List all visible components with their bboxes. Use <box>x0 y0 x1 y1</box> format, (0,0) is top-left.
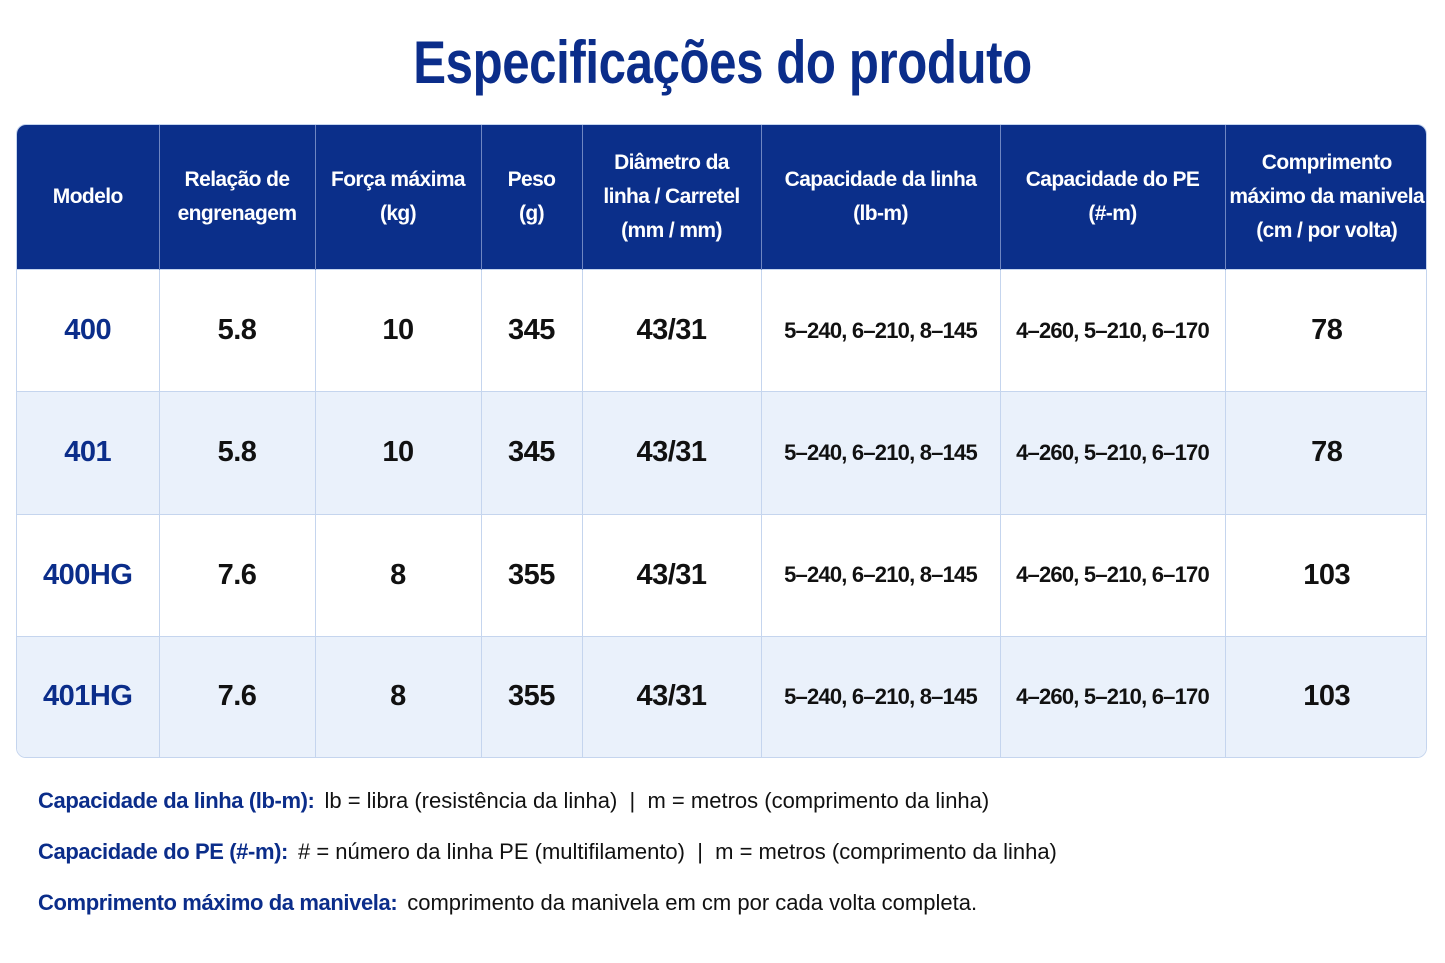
spec-cell: 78 <box>1224 391 1426 515</box>
page-title: Especificações do produto <box>413 29 1032 96</box>
spec-cell: 10 <box>314 391 481 515</box>
spec-cell: 5.8 <box>158 391 315 515</box>
spec-cell: 43/31 <box>581 268 761 392</box>
table-row: 400HG 7.6 8 355 43/31 5–240, 6–210, 8–145 4–26… <box>17 513 1426 637</box>
spec-table-container: Modelo Relação de engrenagem Força máxima (k… <box>16 124 1427 758</box>
note-text: comprimento da manivela em cm por cada v… <box>407 890 978 915</box>
model-cell: 400 <box>17 268 159 392</box>
header-line: Capacidade do PE <box>1025 168 1200 191</box>
spec-cell: 4–260, 5–210, 6–170 <box>999 635 1225 757</box>
spec-cell: 4–260, 5–210, 6–170 <box>999 513 1225 637</box>
spec-cell: 103 <box>1224 513 1426 637</box>
spec-cell: 43/31 <box>581 391 761 515</box>
spec-cell: 43/31 <box>581 513 761 637</box>
header-line: (mm / mm) <box>621 219 722 242</box>
table-row: 401 5.8 10 345 43/31 5–240, 6–210, 8–145 4–260… <box>17 391 1426 515</box>
header-line: (g) <box>518 202 545 225</box>
header-row: Modelo Relação de engrenagem Força máxima (k… <box>17 125 1426 270</box>
spec-cell: 8 <box>314 635 481 757</box>
header-line: linha / Carretel <box>603 185 740 208</box>
spec-cell: 7.6 <box>158 513 315 637</box>
notes: Capacidade da linha (lb-m): lb = libra (r… <box>38 788 1057 941</box>
column-header: Peso (g) <box>480 125 582 270</box>
model-cell: 401HG <box>17 635 159 757</box>
spec-cell: 345 <box>480 391 582 515</box>
note-text: # = número da linha PE (multifilamento) … <box>297 839 1057 864</box>
spec-cell: 345 <box>480 268 582 392</box>
column-header: Relação de engrenagem <box>158 125 315 270</box>
header-line: engrenagem <box>177 202 297 225</box>
header-line: (kg) <box>379 202 417 225</box>
column-header: Comprimento máximo da manivela (cm / por v… <box>1224 125 1426 270</box>
column-header: Diâmetro da linha / Carretel (mm / mm) <box>581 125 761 270</box>
header-line: Modelo <box>52 185 123 208</box>
table-row: 400 5.8 10 345 43/31 5–240, 6–210, 8–145 4–260… <box>17 268 1426 392</box>
spec-cell: 8 <box>314 513 481 637</box>
header-line: (#-m) <box>1088 202 1137 225</box>
spec-cell: 5–240, 6–210, 8–145 <box>760 268 1000 392</box>
note-label: Capacidade do PE (#-m): <box>38 839 288 864</box>
spec-cell: 4–260, 5–210, 6–170 <box>999 391 1225 515</box>
note: Comprimento máximo da manivela: comprimen… <box>38 890 1057 941</box>
spec-cell: 10 <box>314 268 481 392</box>
spec-cell: 355 <box>480 635 582 757</box>
spec-cell: 78 <box>1224 268 1426 392</box>
spec-cell: 5–240, 6–210, 8–145 <box>760 391 1000 515</box>
note-text: lb = libra (resistência da linha) | m = … <box>324 788 990 813</box>
spec-cell: 5–240, 6–210, 8–145 <box>760 513 1000 637</box>
spec-cell: 355 <box>480 513 582 637</box>
header-line: Relação de <box>184 168 290 191</box>
spec-table: Modelo Relação de engrenagem Força máxima (k… <box>17 125 1426 757</box>
column-header: Modelo <box>17 125 159 270</box>
column-header: Capacidade da linha (lb-m) <box>760 125 1000 270</box>
note-label: Comprimento máximo da manivela: <box>38 890 398 915</box>
header-line: Peso <box>507 168 556 191</box>
header-line: Diâmetro da <box>614 151 729 174</box>
spec-cell: 5.8 <box>158 268 315 392</box>
header-line: (lb-m) <box>853 202 908 225</box>
spec-cell: 4–260, 5–210, 6–170 <box>999 268 1225 392</box>
model-cell: 401 <box>17 391 159 515</box>
spec-cell: 103 <box>1224 635 1426 757</box>
header-line: Capacidade da linha <box>784 168 977 191</box>
note: Capacidade da linha (lb-m): lb = libra (r… <box>38 788 1057 839</box>
header-line: máximo da manivela <box>1229 185 1425 208</box>
spec-cell: 5–240, 6–210, 8–145 <box>760 635 1000 757</box>
spec-cell: 7.6 <box>158 635 315 757</box>
header-line: Força máxima <box>330 168 466 191</box>
note-label: Capacidade da linha (lb-m): <box>38 788 315 813</box>
column-header: Força máxima (kg) <box>314 125 481 270</box>
spec-cell: 43/31 <box>581 635 761 757</box>
note: Capacidade do PE (#-m): # = número da lin… <box>38 839 1057 890</box>
table-row: 401HG 7.6 8 355 43/31 5–240, 6–210, 8–145 4–26… <box>17 635 1426 757</box>
table-body: 400 5.8 10 345 43/31 5–240, 6–210, 8–145 4–260… <box>17 268 1426 757</box>
header-line: Comprimento <box>1261 151 1393 174</box>
model-cell: 400HG <box>17 513 159 637</box>
column-header: Capacidade do PE (#-m) <box>999 125 1225 270</box>
header-line: (cm / por volta) <box>1256 219 1398 242</box>
